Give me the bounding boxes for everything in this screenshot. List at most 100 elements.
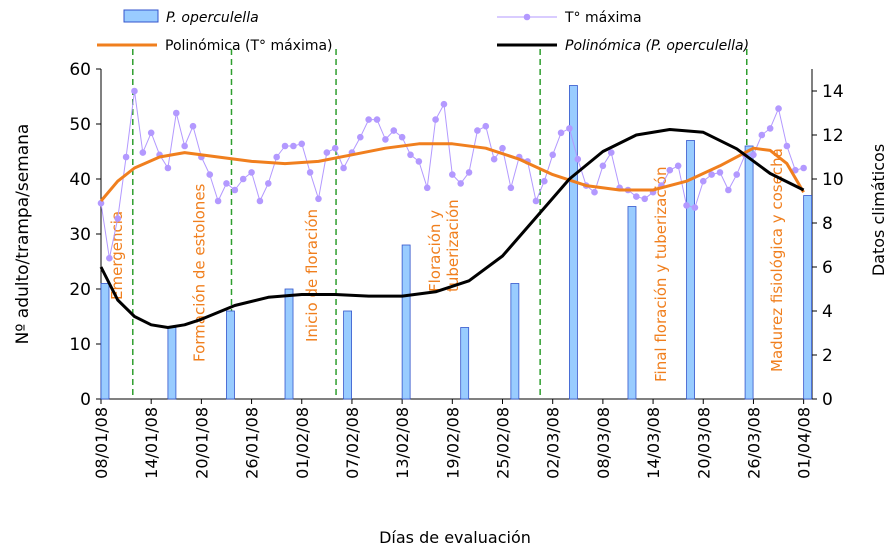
series-marker (423, 184, 431, 192)
series-marker (331, 144, 339, 152)
y2-axis-label: Datos climáticos (869, 144, 888, 276)
series-marker (323, 149, 331, 156)
phase-label: Floración y (426, 210, 444, 292)
series-marker (775, 105, 782, 112)
y-tick-label: 20 (69, 280, 91, 300)
series-marker (390, 127, 398, 134)
series-marker (591, 188, 598, 196)
series-marker (766, 125, 774, 132)
bar (100, 283, 110, 400)
phase-label: Emergencia (108, 211, 126, 300)
series-marker (315, 195, 322, 203)
bar (167, 327, 177, 400)
series-marker (189, 122, 197, 130)
legend-label: Polinómica (T° máxima) (165, 38, 333, 54)
x-tick-label: 25/02/08 (494, 407, 513, 479)
series-marker (574, 155, 582, 163)
series-line (99, 128, 805, 329)
y2-tick-label: 12 (822, 126, 844, 146)
y-tick-label: 50 (69, 115, 91, 135)
bar (803, 195, 813, 400)
legend-label: T° máxima (564, 10, 642, 26)
x-tick-label: 01/04/08 (795, 407, 814, 479)
series-marker (214, 197, 222, 205)
series-marker (206, 171, 214, 178)
y-tick-label: 60 (69, 60, 91, 80)
y2-tick-label: 10 (822, 170, 844, 190)
phase-label: Final floración y tuberización (652, 167, 670, 382)
bar (226, 310, 235, 400)
series-marker (223, 180, 230, 187)
legend-label: P. operculella (166, 10, 259, 26)
series-marker (281, 142, 289, 150)
series-marker (733, 171, 741, 178)
series-marker (139, 149, 147, 156)
bar (401, 244, 411, 400)
y2-tick-label: 6 (822, 258, 833, 278)
series-marker (499, 144, 506, 152)
series-marker (97, 199, 105, 207)
series-marker (599, 162, 607, 170)
x-tick-label: 08/01/08 (92, 407, 111, 479)
series-marker (164, 164, 172, 172)
legend-label: Polinómica (P. operculella) (565, 38, 749, 54)
bar (343, 310, 352, 400)
x-tick-label: 14/01/08 (142, 407, 161, 479)
series-marker (691, 204, 699, 211)
series-marker (449, 171, 456, 178)
series-marker (541, 177, 548, 185)
x-tick-label: 26/01/08 (243, 407, 262, 479)
series-marker (750, 151, 757, 159)
y-tick-label: 40 (69, 170, 91, 190)
series-marker (607, 149, 615, 156)
series-marker (181, 142, 188, 150)
series-marker (256, 197, 264, 205)
series-marker (290, 142, 297, 150)
bar (284, 288, 294, 400)
series-marker (131, 87, 138, 95)
series-marker (114, 215, 122, 222)
x-tick-label: 26/03/08 (744, 407, 763, 479)
series-marker (490, 155, 498, 163)
series-marker (474, 127, 481, 134)
series-marker (507, 184, 515, 192)
phase-label: Formación de estolones (190, 183, 208, 362)
x-tick-label: 07/02/08 (343, 407, 362, 479)
y2-tick-label: 0 (822, 390, 833, 410)
series-marker (306, 169, 314, 176)
series-marker (415, 158, 423, 165)
y-tick-label: 10 (69, 335, 91, 355)
series-marker (365, 116, 372, 123)
legend-marker (523, 13, 531, 21)
series-marker (674, 162, 682, 170)
phase-label: tuberización (444, 199, 462, 292)
y2-tick-label: 4 (822, 302, 833, 322)
bar (744, 145, 754, 400)
x-tick-label: 14/03/08 (644, 407, 663, 479)
legend-swatch (123, 9, 159, 23)
series-marker (373, 116, 381, 123)
series-marker (440, 100, 448, 108)
series-marker (231, 186, 239, 194)
series-marker (725, 186, 732, 194)
series-marker (147, 129, 155, 137)
y2-tick-label: 14 (822, 82, 844, 102)
series-marker (264, 180, 272, 187)
series-marker (465, 169, 473, 176)
series-marker (783, 142, 791, 150)
x-tick-label: 20/01/08 (192, 407, 211, 479)
bar (569, 85, 578, 400)
series-marker (482, 122, 490, 130)
series-marker (122, 153, 130, 161)
series-marker (791, 166, 799, 174)
series-line (99, 142, 805, 202)
series-marker (239, 175, 247, 183)
series-marker (398, 133, 406, 141)
bar (627, 206, 637, 400)
x-axis-label: Días de evaluación (379, 528, 531, 547)
x-tick-label: 13/02/08 (393, 407, 412, 479)
series-marker (549, 151, 556, 159)
series-marker (532, 197, 540, 205)
series-marker (298, 140, 306, 148)
